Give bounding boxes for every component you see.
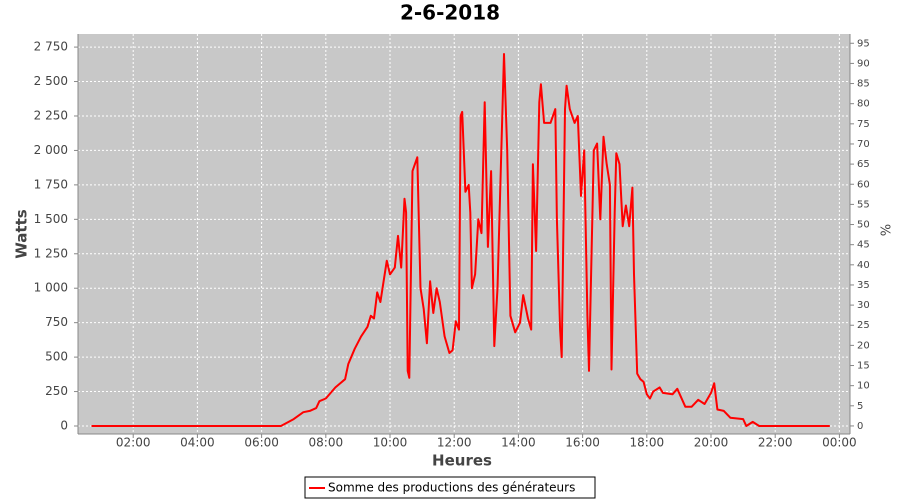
legend — [304, 476, 596, 499]
y2-axis-label: % — [877, 224, 892, 236]
y2-tick-label: 45 — [857, 240, 870, 251]
y-tick-label: 750 — [45, 315, 68, 329]
x-tick-label: 20:00 — [694, 436, 729, 450]
y2-tick-label: 5 — [857, 401, 863, 412]
y2-tick-label: 55 — [857, 199, 870, 210]
y-tick-label: 1 500 — [34, 212, 68, 226]
y2-tick-label: 85 — [857, 79, 870, 90]
legend-label: Somme des productions des générateurs — [328, 481, 575, 495]
y-tick-label: 1 250 — [34, 246, 68, 260]
y2-tick-label: 40 — [857, 260, 870, 271]
y2-tick-label: 65 — [857, 159, 870, 170]
y2-tick-label: 80 — [857, 99, 870, 110]
x-tick-label: 12:00 — [437, 436, 472, 450]
y2-tick-label: 75 — [857, 119, 870, 130]
y2-tick-label: 0 — [857, 421, 863, 432]
y-tick-label: 500 — [45, 350, 68, 364]
x-tick-label: 08:00 — [309, 436, 344, 450]
y-tick-label: 2 500 — [34, 74, 68, 88]
y-tick-label: 0 — [60, 419, 68, 433]
y2-tick-label: 20 — [857, 340, 870, 351]
x-tick-label: 04:00 — [180, 436, 215, 450]
y2-tick-label: 90 — [857, 58, 870, 69]
chart-title: 2-6-2018 — [400, 1, 500, 25]
x-tick-label: 16:00 — [565, 436, 600, 450]
x-tick-label: 22:00 — [758, 436, 793, 450]
y2-tick-label: 95 — [857, 38, 870, 49]
y2-tick-label: 35 — [857, 280, 870, 291]
series-line — [91, 53, 830, 427]
x-axis-label: Heures — [432, 452, 492, 470]
x-tick-label: 10:00 — [373, 436, 408, 450]
y2-tick-label: 50 — [857, 220, 870, 231]
y-tick-label: 1 750 — [34, 177, 68, 191]
y2-tick-label: 70 — [857, 139, 870, 150]
y-tick-label: 2 000 — [34, 143, 68, 157]
x-tick-label: 14:00 — [501, 436, 536, 450]
x-tick-label: 06:00 — [244, 436, 279, 450]
y-tick-label: 1 000 — [34, 281, 68, 295]
y2-tick-label: 15 — [857, 361, 870, 372]
y-axis-label: Watts — [13, 209, 31, 258]
x-tick-label: 02:00 — [116, 436, 151, 450]
y2-tick-label: 60 — [857, 179, 870, 190]
x-tick-label: 18:00 — [630, 436, 665, 450]
y2-tick-label: 10 — [857, 381, 870, 392]
y-tick-label: 2 750 — [34, 40, 68, 54]
y-tick-label: 2 250 — [34, 108, 68, 122]
x-tick-label: 00:00 — [822, 436, 857, 450]
y-tick-label: 250 — [45, 384, 68, 398]
plot-area — [78, 34, 850, 434]
y2-tick-label: 25 — [857, 320, 870, 331]
y2-tick-label: 30 — [857, 300, 870, 311]
